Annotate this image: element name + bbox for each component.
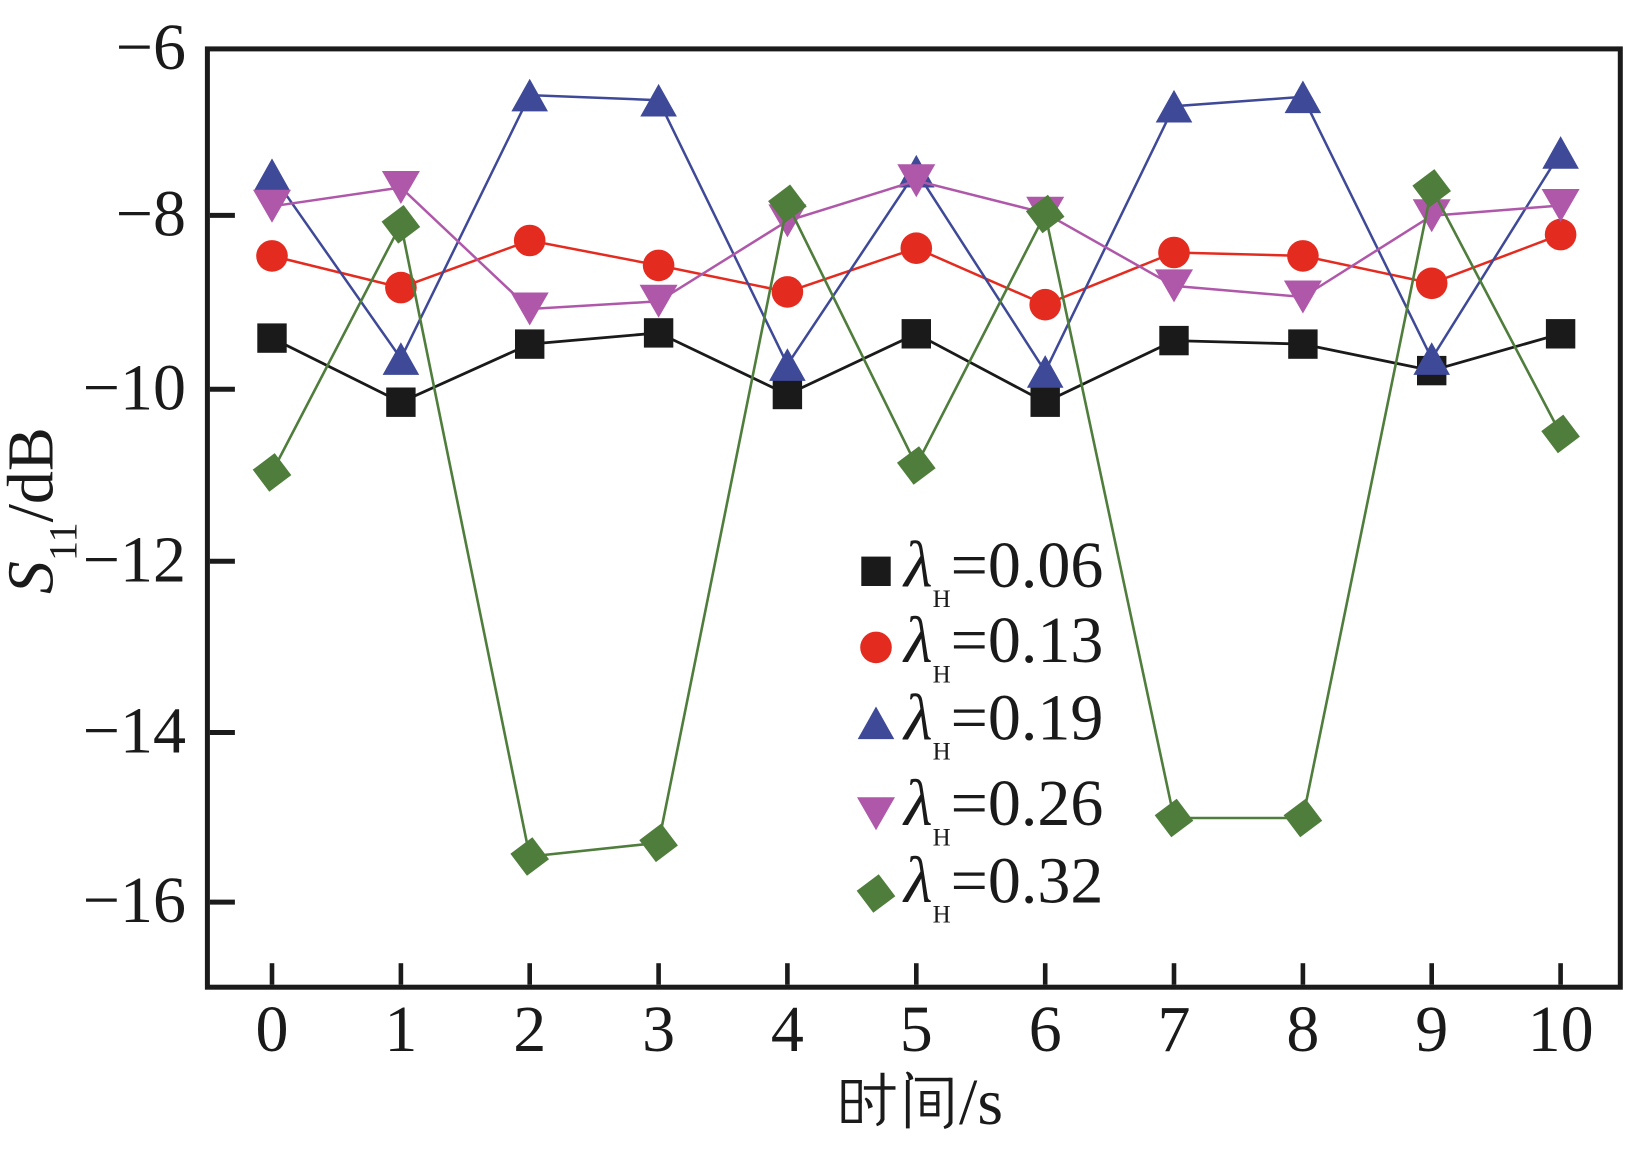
svg-text:−8: −8 bbox=[116, 177, 186, 250]
svg-text:5: 5 bbox=[900, 993, 933, 1066]
svg-text:−6: −6 bbox=[116, 11, 186, 84]
svg-text:8: 8 bbox=[1286, 993, 1319, 1066]
svg-text:2: 2 bbox=[513, 993, 546, 1066]
svg-text:9: 9 bbox=[1415, 993, 1448, 1066]
svg-text:−12: −12 bbox=[83, 523, 186, 596]
svg-text:/s: /s bbox=[959, 1066, 1003, 1139]
svg-text:0: 0 bbox=[256, 993, 289, 1066]
svg-text:7: 7 bbox=[1158, 993, 1191, 1066]
svg-text:−14: −14 bbox=[83, 695, 186, 768]
svg-text:10: 10 bbox=[1528, 993, 1594, 1066]
svg-text:λH=0.06: λH=0.06 bbox=[902, 529, 1103, 613]
svg-text:4: 4 bbox=[771, 993, 804, 1066]
svg-text:1: 1 bbox=[384, 993, 417, 1066]
svg-text:S11/dB: S11/dB bbox=[0, 427, 85, 594]
svg-text:λH=0.13: λH=0.13 bbox=[902, 604, 1103, 688]
svg-text:6: 6 bbox=[1029, 993, 1062, 1066]
svg-text:3: 3 bbox=[642, 993, 675, 1066]
svg-text:−16: −16 bbox=[83, 864, 186, 937]
svg-text:λH=0.32: λH=0.32 bbox=[902, 844, 1103, 928]
svg-text:λH=0.19: λH=0.19 bbox=[902, 681, 1103, 765]
svg-text:−10: −10 bbox=[83, 351, 186, 424]
svg-text:λH=0.26: λH=0.26 bbox=[902, 767, 1103, 851]
